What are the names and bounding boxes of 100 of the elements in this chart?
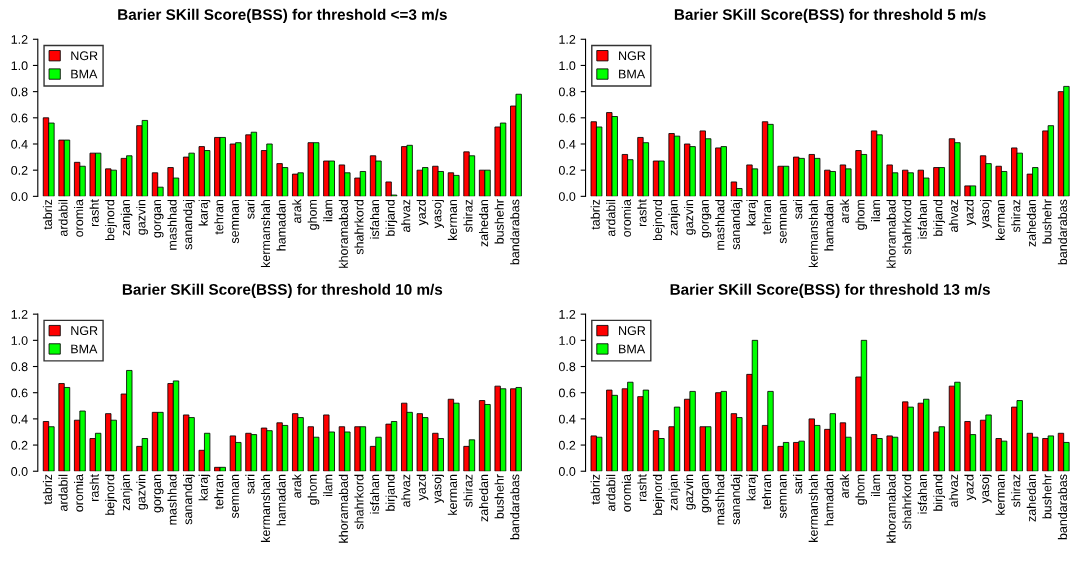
x-tick-label: sari <box>245 474 255 494</box>
x-tick-label: ilam <box>870 474 881 497</box>
x-tick-label: yazd <box>416 474 429 501</box>
x-tick-label: gazvin <box>684 474 696 510</box>
x-tick-label: khoramabad <box>338 474 348 543</box>
x-tick-label: tehran <box>761 199 772 235</box>
x-tick-label: sanandaj <box>183 474 195 525</box>
y-tick-label: 0.6 <box>11 388 28 398</box>
y-tick-label: 0.0 <box>558 467 576 476</box>
x-tick-label: hamadan <box>276 474 286 526</box>
x-tick-label: bejnord <box>105 474 117 515</box>
x-tick-label: bejnord <box>652 199 665 241</box>
x-tick-label: tehran <box>214 199 224 235</box>
x-tick-label: mashhad <box>715 199 725 250</box>
x-tick-label: zanjan <box>668 474 681 511</box>
x-tick-label: zanjan <box>120 199 133 236</box>
x-tick-label: hamadan <box>824 199 834 251</box>
chart-title: Barier SKill Score(BSS) for threshold 10 m/s <box>122 283 443 298</box>
x-tick-label: kerman <box>447 199 458 240</box>
x-tick-label: sanandaj <box>730 199 743 250</box>
x-tick-label: gazvin <box>684 199 696 235</box>
x-tick-label: birjand <box>933 474 945 511</box>
x-tick-label: tehran <box>214 474 224 510</box>
y-tick-label: 0.0 <box>11 192 28 201</box>
x-tick-label: bushehr <box>1042 199 1052 244</box>
x-tick-label: oromia <box>74 474 84 512</box>
x-tick-label: sari <box>793 474 803 494</box>
x-tick-label: shahrkord <box>902 474 912 530</box>
y-tick-label: 0.4 <box>558 139 576 149</box>
x-tick-label: yazd <box>416 199 429 226</box>
x-tick-label: kerman <box>995 474 1005 515</box>
x-tick-label: semnan <box>232 199 239 244</box>
x-tick-label: mashhad <box>715 474 725 525</box>
x-tick-label: kermanshah <box>260 199 271 268</box>
x-tick-label: yasoj <box>432 199 444 229</box>
chart-title: Barier SKill Score(BSS) for threshold 5 m/s <box>674 8 986 23</box>
y-tick-label: 1.0 <box>559 336 576 345</box>
x-tick-label: ilam <box>870 199 881 222</box>
y-tick-label: 0.8 <box>11 362 28 372</box>
legend-label: NGR <box>71 326 98 336</box>
x-tick-label: ardabil <box>58 474 68 512</box>
x-tick-label: rasht <box>89 199 99 227</box>
x-tick-label: kerman <box>447 474 458 515</box>
x-tick-label: bushehr <box>494 474 504 519</box>
x-tick-label: bandarabas <box>510 474 520 540</box>
y-tick-label: 0.2 <box>558 440 576 450</box>
x-tick-label: ghom <box>307 199 320 230</box>
y-tick-label: 0.4 <box>558 414 576 424</box>
x-tick-label: sari <box>245 199 255 219</box>
x-tick-label: ghom <box>855 474 868 505</box>
x-tick-label: shiraz <box>463 474 473 508</box>
x-tick-label: khoramabad <box>886 474 896 543</box>
x-tick-label: ahvaz <box>948 199 959 232</box>
x-tick-label: kermanshah <box>260 474 271 542</box>
x-tick-label: karaj <box>746 474 759 501</box>
y-tick-label: 0.4 <box>11 139 28 149</box>
chart-title: Barier SKill Score(BSS) for threshold <=3 m/s <box>118 8 447 23</box>
legend-label: BMA <box>71 344 98 354</box>
x-tick-label: ahvaz <box>401 199 411 232</box>
x-tick-label: sari <box>793 199 803 219</box>
x-tick-label: semnan <box>779 474 787 519</box>
x-tick-label: ahvaz <box>401 474 411 507</box>
y-tick-label: 1.0 <box>559 61 576 71</box>
x-tick-label: birjand <box>385 474 398 511</box>
x-tick-label: gorgan <box>701 199 712 238</box>
x-tick-label: tabriz <box>42 199 53 230</box>
x-tick-label: yasoj <box>980 474 992 504</box>
x-tick-label: khoramabad <box>338 199 348 268</box>
x-tick-label: rasht <box>637 199 647 227</box>
chart-title: Barier SKill Score(BSS) for threshold 13 m/s <box>670 283 990 298</box>
x-tick-label: tehran <box>761 474 772 510</box>
legend-label: BMA <box>71 69 98 79</box>
x-tick-label: mashhad <box>167 474 177 525</box>
x-tick-label: hamadan <box>276 199 286 251</box>
x-tick-label: bushehr <box>1042 474 1052 519</box>
y-tick-label: 0.8 <box>558 362 576 372</box>
x-tick-label: semnan <box>779 199 787 244</box>
x-tick-label: ilam <box>323 474 333 497</box>
y-tick-label: 0.8 <box>558 87 576 97</box>
x-tick-label: tabriz <box>42 474 53 505</box>
x-tick-label: ilam <box>323 199 333 222</box>
x-tick-label: rasht <box>637 474 647 501</box>
x-tick-label: arak <box>839 474 849 498</box>
x-tick-label: yasoj <box>980 199 992 229</box>
y-tick-label: 1.2 <box>11 309 28 319</box>
x-tick-label: khoramabad <box>886 199 896 268</box>
x-tick-label: bandarabas <box>1057 199 1068 265</box>
x-tick-label: shiraz <box>1011 199 1021 233</box>
y-tick-label: 0.2 <box>11 440 28 450</box>
x-tick-label: arak <box>292 474 302 498</box>
x-tick-label: zahedan <box>1026 474 1036 522</box>
x-tick-label: gorgan <box>154 474 164 513</box>
x-tick-label: yazd <box>964 474 977 501</box>
x-tick-label: shiraz <box>1011 474 1021 508</box>
x-tick-label: zahedan <box>478 474 489 522</box>
x-tick-label: karaj <box>746 199 759 226</box>
legend-label: NGR <box>619 51 646 61</box>
x-tick-label: shahrkord <box>902 199 912 255</box>
x-tick-label: rasht <box>89 474 99 501</box>
x-tick-label: isfahan <box>369 474 380 514</box>
